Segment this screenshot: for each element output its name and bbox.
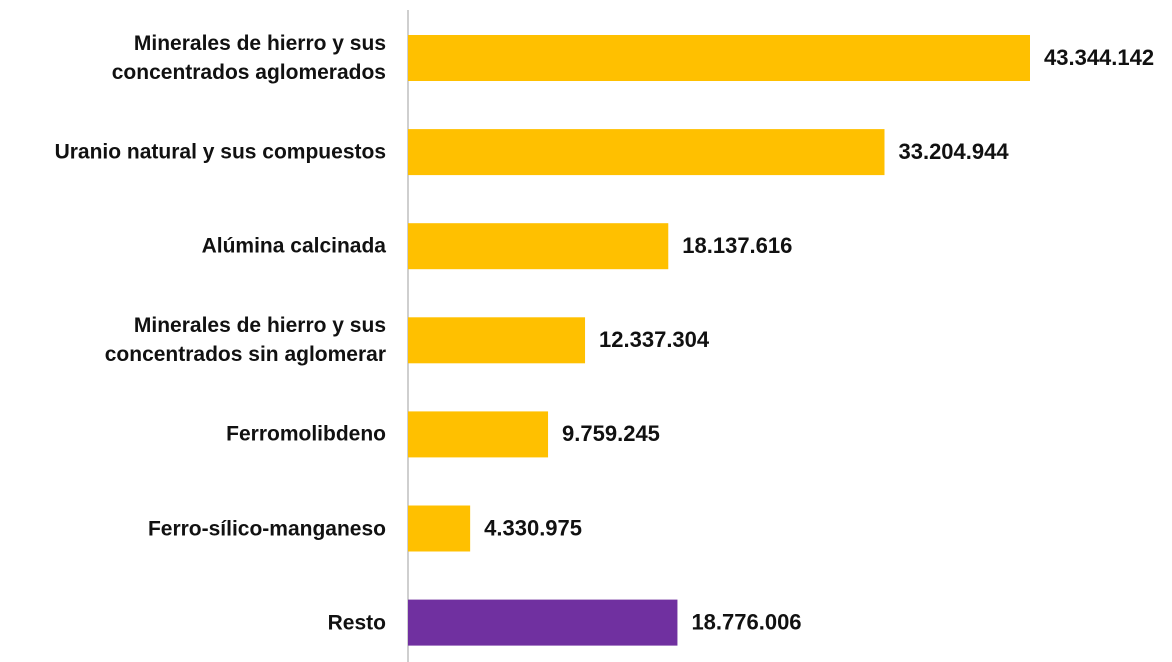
value-label: 33.204.944 <box>898 139 1009 164</box>
value-label: 18.776.006 <box>691 609 801 634</box>
category-label: Resto <box>327 611 386 635</box>
value-label: 9.759.245 <box>562 421 660 446</box>
category-label: Minerales de hierro y sus concentrados s… <box>104 314 386 367</box>
bar <box>408 35 1030 81</box>
value-label: 18.137.616 <box>682 233 792 258</box>
bar <box>408 411 549 458</box>
bar <box>408 317 586 364</box>
category-label: Minerales de hierro y sus concentrados a… <box>111 32 386 84</box>
value-label: 12.337.304 <box>599 327 710 352</box>
category-label: Alúmina calcinada <box>201 234 386 258</box>
value-label: 43.344.142 <box>1044 45 1154 70</box>
bar <box>408 505 471 552</box>
category-label: Ferromolibdeno <box>226 422 386 446</box>
bar <box>408 223 669 270</box>
bar <box>408 599 678 646</box>
category-label: Uranio natural y sus compuestos <box>54 140 386 164</box>
category-label: Ferro-sílico-manganeso <box>147 517 386 540</box>
value-label: 4.330.975 <box>484 515 582 540</box>
bar <box>408 129 885 176</box>
